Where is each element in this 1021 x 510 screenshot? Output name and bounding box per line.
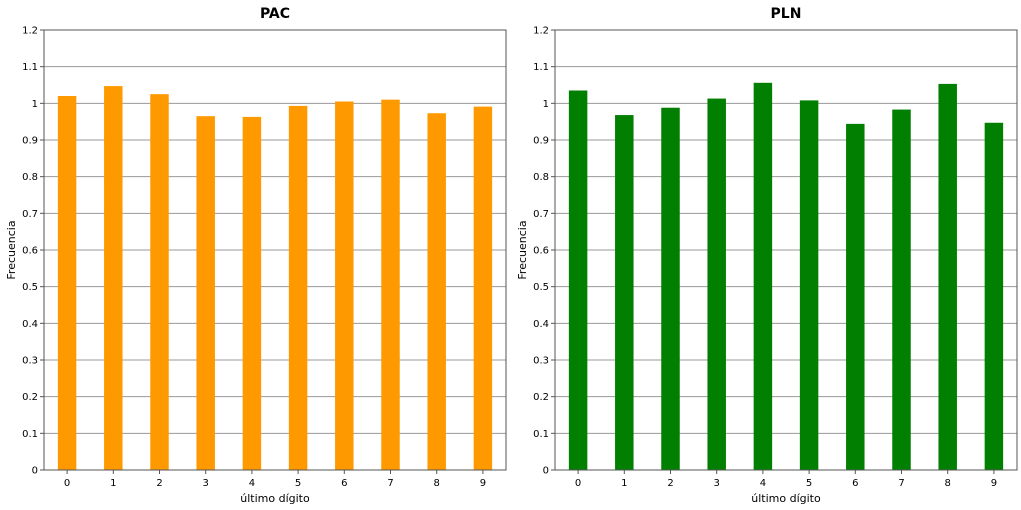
bar-5: [288, 105, 308, 471]
bar-3: [196, 116, 215, 471]
x-tick-label: 8: [434, 478, 440, 489]
y-tick-label: 0.6: [22, 246, 38, 257]
y-axis-label: Frecuencia: [5, 220, 18, 279]
bar-8: [938, 83, 957, 471]
bar-5: [799, 100, 819, 471]
y-tick-label: 0.1: [533, 429, 549, 440]
bar-6: [335, 101, 354, 470]
chart-title: PAC: [260, 6, 290, 22]
y-axis-label: Frecuencia: [516, 220, 529, 279]
bar-9: [473, 106, 493, 470]
bar-1: [615, 115, 634, 471]
bar-0: [57, 96, 77, 470]
y-tick-label: 0.2: [533, 392, 549, 403]
chart-panel-1: 0 0.1 0.2 0.3 0.4 0.5 0.6 0.7 0.8 0.9 1 1.1 1.2 0 1 2 3 4…: [516, 6, 1018, 505]
y-tick-label: 0.9: [533, 136, 549, 147]
x-tick-label: 5: [806, 478, 812, 489]
x-tick-label: 2: [667, 478, 673, 489]
y-tick-label: 1.2: [533, 26, 549, 37]
x-axis-label: último dígito: [751, 492, 821, 505]
x-tick-label: 9: [480, 478, 486, 489]
x-tick-label: 1: [621, 478, 627, 489]
bar-8: [427, 113, 446, 470]
x-tick-label: 0: [64, 478, 70, 489]
x-tick-label: 4: [249, 478, 255, 489]
y-tick-label: 0: [32, 466, 38, 477]
chart-panel-0: 0 0.1 0.2 0.3 0.4 0.5 0.6 0.7 0.8 0.9 1 1.1 1.2 0 1 2 3 4…: [5, 6, 507, 505]
x-tick-label: 6: [341, 478, 347, 489]
x-tick-label: 7: [387, 478, 393, 489]
bar-2: [661, 107, 680, 470]
y-tick-label: 0.6: [533, 246, 549, 257]
bar-0: [568, 90, 588, 470]
y-tick-label: 0.5: [533, 282, 549, 293]
y-tick-label: 1.2: [22, 26, 38, 37]
y-tick-label: 1.1: [533, 62, 549, 73]
x-tick-label: 0: [575, 478, 581, 489]
bar-7: [892, 109, 911, 471]
y-tick-label: 0.7: [533, 209, 549, 220]
x-tick-label: 3: [714, 478, 720, 489]
bar-9: [984, 122, 1004, 471]
x-tick-label: 9: [991, 478, 997, 489]
y-tick-label: 0.3: [533, 356, 549, 367]
y-tick-label: 0.3: [22, 356, 38, 367]
x-tick-label: 4: [760, 478, 766, 489]
y-tick-label: 0.4: [22, 319, 38, 330]
y-tick-label: 1: [32, 99, 38, 110]
y-tick-label: 0.1: [22, 429, 38, 440]
x-tick-label: 2: [156, 478, 162, 489]
x-tick-label: 5: [295, 478, 301, 489]
plot-frame: [43, 29, 507, 471]
y-tick-label: 0.4: [533, 319, 549, 330]
y-tick-label: 0.8: [22, 172, 38, 183]
bar-2: [150, 94, 169, 471]
bar-6: [846, 123, 865, 470]
x-tick-label: 3: [203, 478, 209, 489]
y-tick-label: 0.9: [22, 136, 38, 147]
x-axis-label: último dígito: [240, 492, 310, 505]
bar-1: [104, 86, 123, 470]
plot-frame: [554, 29, 1018, 471]
bar-4: [753, 82, 773, 471]
y-tick-label: 0.2: [22, 392, 38, 403]
bar-4: [242, 116, 262, 471]
y-tick-label: 0.7: [22, 209, 38, 220]
bar-3: [707, 98, 726, 471]
y-tick-label: 0.8: [533, 172, 549, 183]
y-tick-label: 0.5: [22, 282, 38, 293]
y-tick-label: 0: [543, 466, 549, 477]
y-tick-label: 1.1: [22, 62, 38, 73]
chart-title: PLN: [771, 6, 802, 22]
y-tick-label: 1: [543, 99, 549, 110]
x-tick-label: 1: [110, 478, 116, 489]
x-tick-label: 8: [945, 478, 951, 489]
bar-7: [381, 99, 400, 471]
x-tick-label: 7: [898, 478, 904, 489]
x-tick-label: 6: [852, 478, 858, 489]
